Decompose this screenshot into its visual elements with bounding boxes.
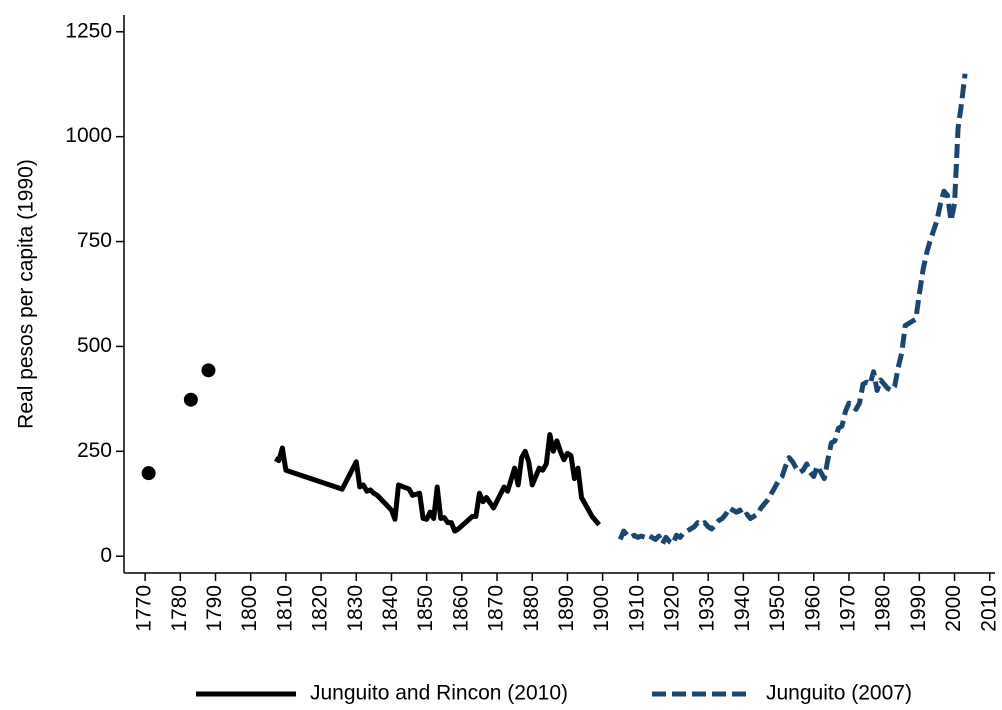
x-tick-label: 2000 bbox=[942, 585, 965, 632]
x-tick-label: 1920 bbox=[661, 585, 684, 632]
legend-label: Junguito (2007) bbox=[766, 682, 912, 705]
x-tick-label: 2010 bbox=[977, 585, 1000, 632]
x-tick-label: 1980 bbox=[872, 585, 895, 632]
x-tick-label: 1810 bbox=[273, 585, 296, 632]
x-tick-label: 1870 bbox=[485, 585, 508, 632]
x-tick-label: 1860 bbox=[449, 585, 472, 632]
x-tick-label: 1850 bbox=[414, 585, 437, 632]
y-tick-label: 1250 bbox=[65, 19, 112, 42]
y-tick-label: 500 bbox=[77, 334, 112, 357]
x-tick-label: 1780 bbox=[168, 585, 191, 632]
x-tick-label: 1950 bbox=[766, 585, 789, 632]
y-tick-label: 1000 bbox=[65, 124, 112, 147]
series-line bbox=[617, 73, 968, 547]
x-tick-label: 1840 bbox=[379, 585, 402, 632]
series-line bbox=[274, 432, 602, 534]
x-tick-label: 1910 bbox=[625, 585, 648, 632]
x-tick-label: 1790 bbox=[203, 585, 226, 632]
y-tick-label: 250 bbox=[77, 439, 112, 462]
x-tick-label: 1970 bbox=[837, 585, 860, 632]
x-tick-label: 1940 bbox=[731, 585, 754, 632]
x-tick-label: 1770 bbox=[133, 585, 156, 632]
x-tick-label: 1830 bbox=[344, 585, 367, 632]
x-tick-label: 1930 bbox=[696, 585, 719, 632]
y-tick-label: 0 bbox=[100, 544, 112, 567]
x-tick-label: 1990 bbox=[907, 585, 930, 632]
x-tick-label: 1900 bbox=[590, 585, 613, 632]
marker bbox=[183, 392, 198, 407]
marker bbox=[201, 363, 216, 378]
marker bbox=[141, 466, 156, 481]
x-tick-label: 1820 bbox=[309, 585, 332, 632]
legend-label: Junguito and Rincon (2010) bbox=[310, 682, 568, 705]
x-tick-label: 1880 bbox=[520, 585, 543, 632]
x-tick-label: 1800 bbox=[238, 585, 261, 632]
x-tick-label: 1960 bbox=[801, 585, 824, 632]
x-tick-label: 1890 bbox=[555, 585, 578, 632]
y-axis-label: Real pesos per capita (1990) bbox=[15, 159, 38, 429]
y-tick-label: 750 bbox=[77, 229, 112, 252]
